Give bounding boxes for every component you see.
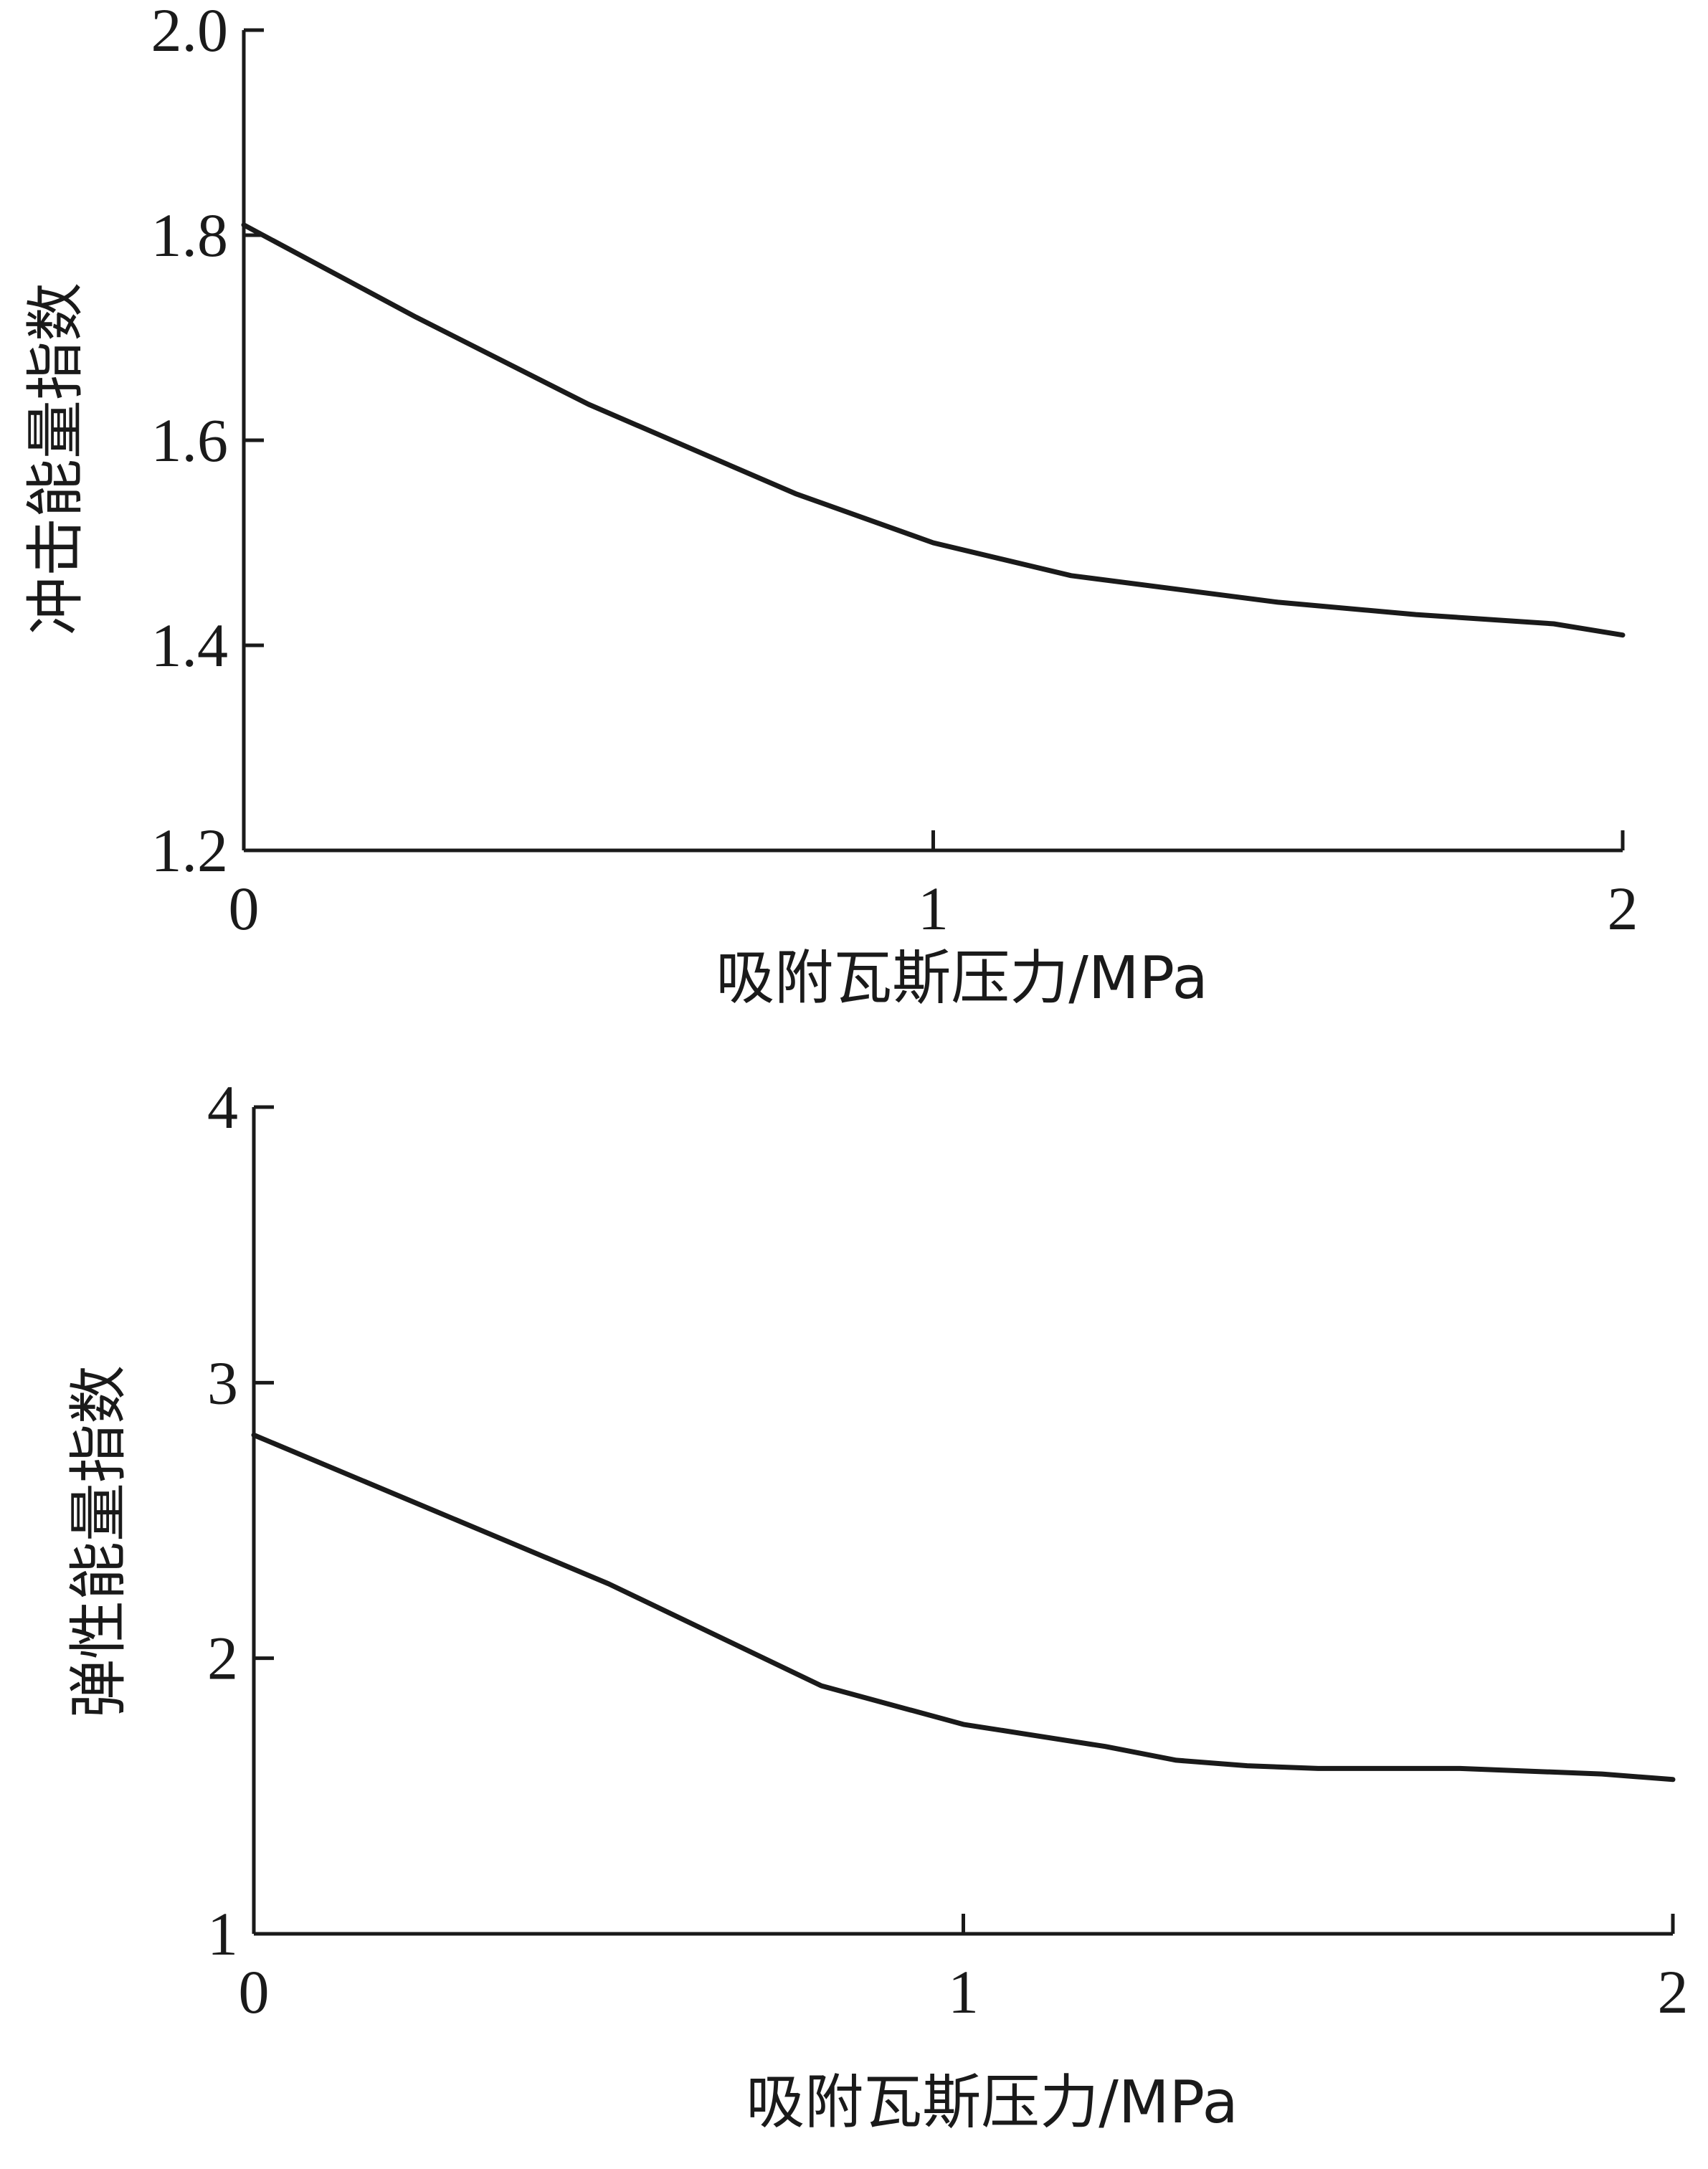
elastic-series-line [251, 1432, 1676, 1783]
impact-x-tick-label: 1 [918, 874, 949, 943]
impact-y-tick-label: 2.0 [151, 0, 229, 65]
elastic-x-axis-title: 吸附瓦斯压力/MPa [746, 2069, 1238, 2137]
elastic-x-tick-label: 2 [1658, 1957, 1689, 2026]
elastic-y-tick-label: 3 [207, 1348, 238, 1417]
impact-y-axis-title: 冲击能量指数 [22, 283, 90, 635]
impact-x-axis-title: 吸附瓦斯压力/MPa [716, 944, 1208, 1012]
impact-y-tick-label: 1.2 [151, 816, 229, 885]
impact-y-tick-label: 1.8 [151, 201, 229, 270]
elastic-y-tick-label: 4 [207, 1073, 238, 1142]
impact-x-tick-label: 2 [1608, 874, 1638, 943]
impact-x-tick-label: 0 [229, 874, 260, 943]
impact-y-tick-label: 1.6 [151, 406, 229, 475]
elastic-x-tick-label: 1 [948, 1957, 979, 2026]
chart-panel-impact-energy-index: 1.2 1.4 1.6 1.8 2.0 0 1 2 吸附瓦斯压力/MPa 冲击能量指数 [22, 0, 1638, 1012]
elastic-y-tick-label: 1 [207, 1899, 238, 1968]
impact-series-line [241, 222, 1626, 638]
impact-y-tick-label: 1.4 [151, 611, 229, 680]
elastic-y-axis-title: 弹性能量指数 [65, 1365, 133, 1718]
elastic-y-tick-label: 2 [207, 1624, 238, 1693]
elastic-x-tick-label: 0 [239, 1957, 270, 2026]
